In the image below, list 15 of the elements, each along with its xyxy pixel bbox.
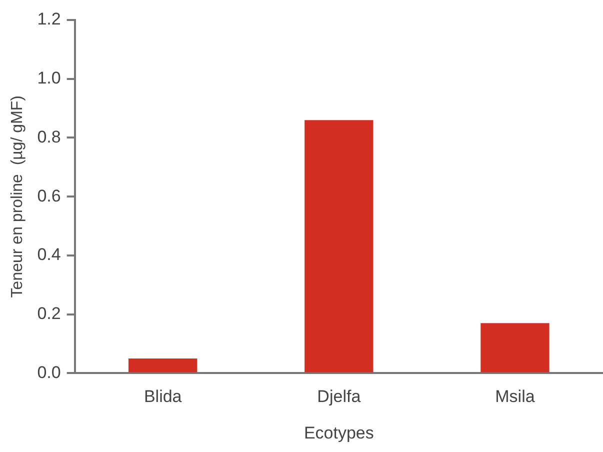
bar [480,323,550,372]
y-tick-label: 1.2 [37,10,61,29]
x-tick-label: Blida [144,387,182,406]
x-axis-title: Ecotypes [304,423,374,442]
bar [128,358,198,372]
y-tick-label: 0.4 [37,245,61,264]
y-tick-label: 1.0 [37,68,61,88]
y-axis-title: Teneur en proline (µg/ gMF) [9,96,26,298]
x-tick-label: Msila [495,387,536,406]
bar [304,120,374,372]
y-tick-label: 0.6 [37,186,61,206]
y-tick-label: 0.2 [37,304,61,324]
x-tick-label: Djelfa [317,387,362,406]
y-tick-label: 0.0 [37,362,61,382]
y-tick-label: 0.8 [37,127,61,146]
